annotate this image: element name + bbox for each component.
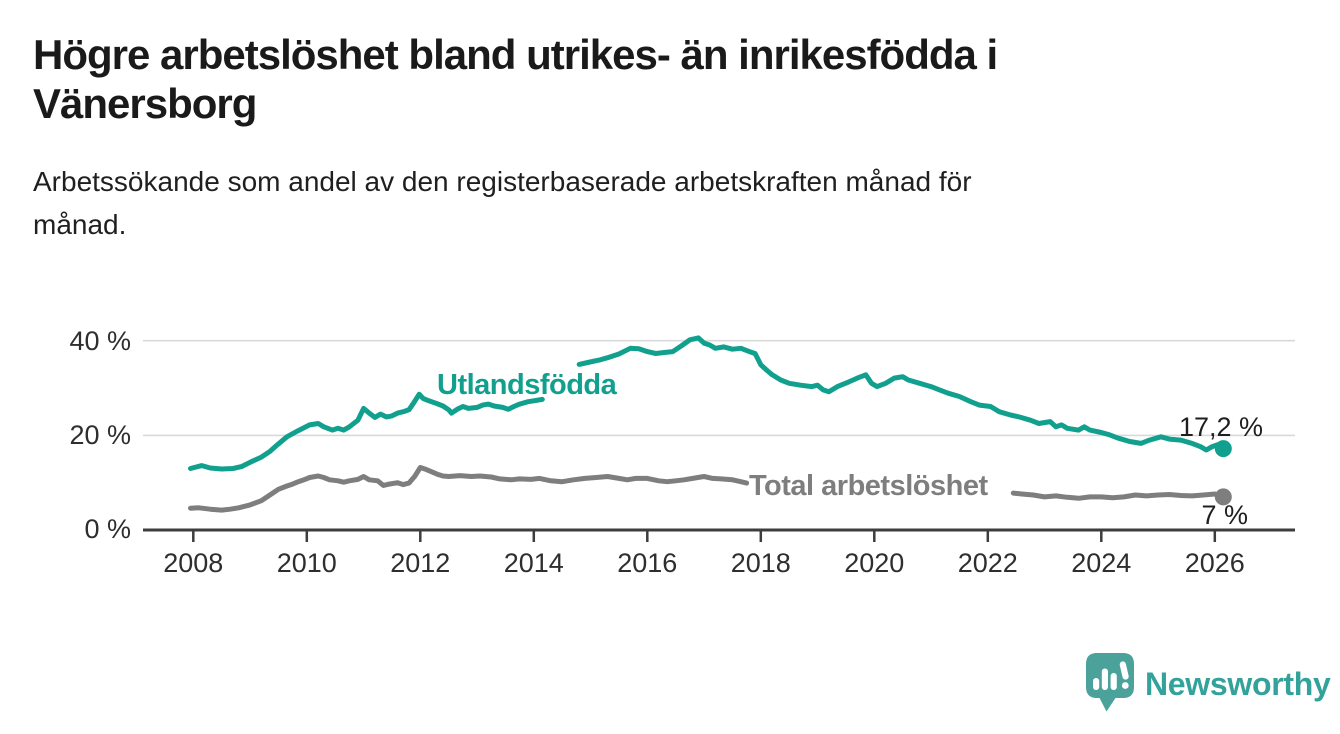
page-title: Högre arbetslöshet bland utrikes- än inr…: [33, 30, 1273, 128]
y-tick-label-20: 20 %: [69, 420, 131, 450]
series-utlandsfodda: [188, 335, 1232, 472]
series-line: [576, 335, 1226, 453]
chart-subtitle: Arbetssökande som andel av den registerb…: [33, 160, 1273, 246]
x-tick-label: 2010: [277, 548, 337, 578]
logo-bar-2: [1101, 668, 1108, 690]
chart-header: Högre arbetslöshet bland utrikes- än inr…: [33, 30, 1273, 246]
end-point-dot: [1214, 440, 1232, 458]
y-tick-label-0: 0 %: [84, 514, 131, 544]
logo-bar-1: [1093, 678, 1100, 690]
x-tick-label: 2016: [617, 548, 677, 578]
y-tick-label-40: 40 %: [69, 326, 131, 356]
newsworthy-logo-icon: [1086, 653, 1134, 712]
logo-bar-3: [1110, 673, 1117, 690]
series-label-total: Total arbetslöshet: [749, 470, 988, 502]
brand-name: Newsworthy: [1145, 666, 1331, 702]
x-tick-label: 2008: [163, 548, 223, 578]
series-line: [1010, 490, 1226, 501]
logo-exclamation-dot: [1121, 682, 1129, 689]
newsworthy-logo: Newsworthy: [1086, 652, 1331, 716]
x-tick-label: 2012: [390, 548, 450, 578]
subtitle-line-1: Arbetssökande som andel av den registerb…: [33, 166, 972, 197]
logo-exclamation-stem: [1119, 661, 1129, 680]
series-line: [188, 391, 545, 472]
subtitle-line-2: månad.: [33, 209, 127, 240]
title-line-2: Vänersborg: [33, 80, 257, 127]
end-value-label-utlandsfodda: 17,2 %: [1179, 412, 1263, 442]
x-tick-label: 2024: [1071, 548, 1131, 578]
end-value-label-total: 7 %: [1201, 500, 1248, 530]
x-axis: 2008 2010 2012 2014 2016 2018 2020 2022 2024 2026: [143, 528, 1295, 578]
title-line-1: Högre arbetslöshet bland utrikes- än inr…: [33, 31, 998, 78]
x-tick-label: 2018: [731, 548, 791, 578]
end-point-dot: [1214, 488, 1232, 506]
series-line: [188, 465, 750, 513]
x-tick-label: 2014: [504, 548, 564, 578]
series-label-utlandsfodda: Utlandsfödda: [437, 369, 618, 401]
series-total: [188, 465, 1232, 513]
gridlines: [143, 339, 1295, 437]
x-tick-label: 2020: [844, 548, 904, 578]
x-tick-label: 2022: [958, 548, 1018, 578]
x-tick-label: 2026: [1185, 548, 1245, 578]
